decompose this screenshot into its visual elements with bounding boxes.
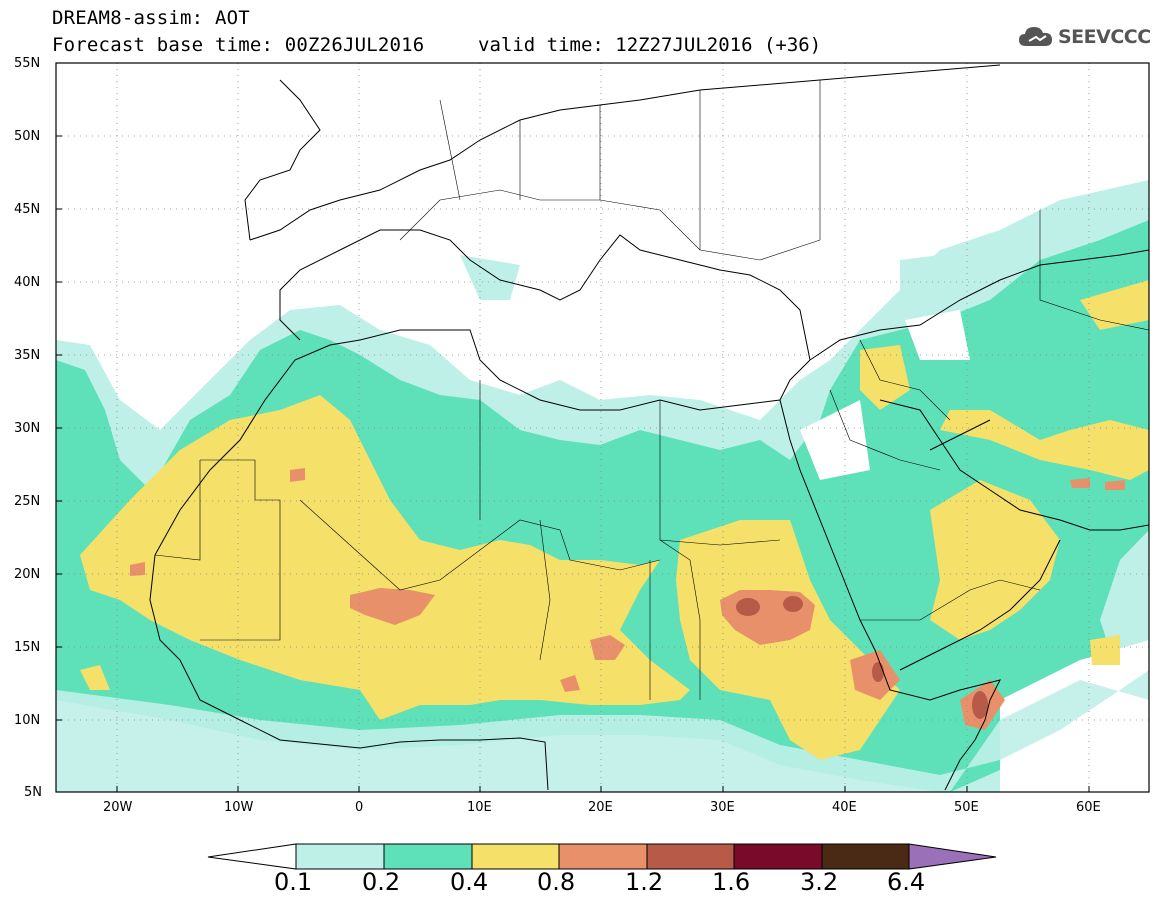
map-title: DREAM8-assim: AOT <box>52 7 250 29</box>
lon-label: 20E <box>588 800 613 815</box>
lon-label: 10E <box>467 800 492 815</box>
graticule <box>56 63 1149 792</box>
lat-label: 30N <box>14 421 41 436</box>
country-borders <box>154 80 1149 700</box>
lon-label: 40E <box>832 800 857 815</box>
seevccc-logo: SEEVCCC <box>1018 24 1151 50</box>
lat-label: 50N <box>14 129 41 144</box>
colorbar-label: 0.2 <box>362 868 401 896</box>
coastlines <box>149 64 1149 791</box>
lat-label: 10N <box>14 713 41 728</box>
aot-level-1-2 <box>736 596 988 719</box>
colorbar-label: 0.8 <box>537 868 576 896</box>
axis-ticks <box>56 62 1090 792</box>
lat-label: 5N <box>24 785 42 800</box>
lon-label: 50E <box>954 800 979 815</box>
lat-label: 40N <box>14 275 41 290</box>
cloud-icon <box>1019 27 1052 46</box>
colorbar-label: 3.2 <box>800 868 839 896</box>
colorbar-label: 1.2 <box>625 868 664 896</box>
logo-text: SEEVCCC <box>1058 26 1151 48</box>
lon-label: 30E <box>710 800 735 815</box>
colorbar-label: 0.4 <box>450 868 489 896</box>
aot-level-0-1-south <box>56 670 1149 792</box>
colorbar-label: 0.1 <box>274 868 313 896</box>
lat-label: 45N <box>14 202 41 217</box>
lon-label: 0 <box>355 800 364 815</box>
lon-label: 60E <box>1076 800 1101 815</box>
lat-label: 20N <box>14 567 41 582</box>
valid-time: valid time: 12Z27JUL2016 (+36) <box>478 34 822 56</box>
lon-label: 10W <box>224 800 254 815</box>
colorbar-label: 6.4 <box>887 868 926 896</box>
colorbar-label: 1.6 <box>712 868 751 896</box>
lat-label: 35N <box>14 348 41 363</box>
lat-label: 25N <box>14 494 41 509</box>
forecast-base-time: Forecast base time: 00Z26JUL2016 <box>52 34 425 56</box>
lat-label: 15N <box>14 640 41 655</box>
lat-label: 55N <box>14 56 41 71</box>
lon-label: 20W <box>103 800 133 815</box>
